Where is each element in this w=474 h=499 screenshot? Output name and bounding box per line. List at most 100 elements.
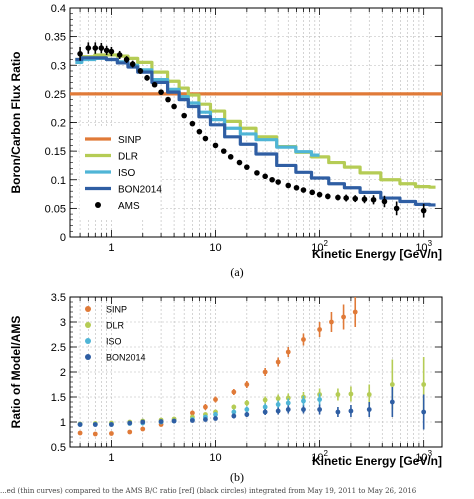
panel-b-point-sinp [109,431,114,436]
panel-a-point-ams [285,182,292,189]
panel-b-point-bon2014 [421,409,427,415]
panel-b-point-dlr [335,392,341,397]
panel-b-point-dlr [366,392,372,397]
panel-a-point-ams [361,196,368,203]
panel-a-x-tick-label: 102 [311,239,328,254]
panel-b-y-tick-label: 1 [60,417,66,429]
panel-b-point-bon2014 [348,408,354,414]
panel-b-y-axis-title: Ratio of Model/AMS [9,316,23,429]
panel-b-y-tick-label: 1.5 [51,392,66,404]
panel-a-point-ams [370,196,377,203]
panel-b-point-dlr [421,382,427,387]
panel-b-x-tick-label: 1 [108,452,114,464]
panel-b-point-sinp [92,431,98,437]
panel-a-point-ams [381,198,388,205]
panel-b-legend-marker-sinp [85,306,91,312]
panel-a-point-ams [151,81,158,88]
panel-a-y-tick-label: 0.05 [45,203,66,215]
panel-a-point-ams [108,48,115,55]
panel-a-legend-label-ams: AMS [118,201,140,212]
panel-b-point-iso [275,402,281,407]
panel-a-point-ams [254,170,260,176]
panel-b-point-bon2014 [140,419,146,425]
panel-a-y-tick-label: 0.4 [51,3,66,15]
panel-a-point-ams [137,68,144,74]
panel-a-point-ams [202,135,209,142]
panel-a-y-tick-label: 0.1 [51,175,66,187]
panel-a-point-ams [420,207,427,214]
panel-a-point-ams [189,120,196,127]
panel-b-point-sinp [285,349,291,355]
panel-b-plot-area [77,297,427,437]
panel-b-point-bon2014 [127,420,133,426]
panel-a-y-tick-label: 0.35 [45,32,66,44]
panel-b-point-dlr [389,382,395,387]
panel-b-legend-marker-iso [85,338,91,344]
panel-b-point-sinp [127,429,133,435]
panel-a-y-tick-label: 0.2 [51,118,66,130]
panel-a-legend-label-sinp: SINP [118,135,142,146]
panel-b-point-sinp [352,309,358,315]
panel-b-x-axis-title: Kinetic Energy [GeV/n] [312,454,442,468]
panel-b-point-bon2014 [213,416,218,421]
panel-a-point-ams [269,176,275,183]
panel-a-point-ams [316,191,323,198]
panel-a-legend-marker-ams [95,202,101,208]
panel-b-frame [69,296,443,448]
panel-b-point-bon2014 [244,412,250,417]
panel-a-point-ams [325,193,331,200]
panel-b-point-bon2014 [366,407,372,412]
panel-a-x-tick-label: 10 [209,242,221,254]
panel-a-point-ams [165,96,171,103]
panel-b-x-tick-label: 103 [415,449,432,464]
panel-a-x-tick-label: 103 [415,239,432,254]
panel-a-point-ams [262,173,268,180]
panel-b-point-dlr [262,397,268,403]
panel-b-point-iso [231,409,237,415]
panel-b-y-tick-label: 3.5 [51,292,66,304]
panel-a-point-ams [77,51,83,57]
panel-b-point-bon2014 [92,422,98,427]
panel-b-x-tick-label: 10 [209,452,221,464]
panel-b-point-sinp [329,319,334,325]
panel-b-point-iso [244,407,250,412]
panel-b-point-dlr [348,391,354,397]
panel-b-point-sinp [77,430,83,436]
figure-caption: ...ed (thin curves) compared to the AMS … [0,487,417,495]
panel-b-point-bon2014 [77,422,83,427]
panel-b-point-sinp [190,410,195,416]
panel-a-point-ams [116,52,123,58]
panel-b-legend-marker-bon2014 [85,354,91,360]
panel-a-point-ams [300,187,307,193]
panel-a-legend-label-dlr: DLR [118,152,138,163]
panel-a-series-bon2014 [75,56,436,207]
panel-a-point-ams [123,56,130,63]
panel-a-point-ams [293,184,300,191]
panel-b-point-bon2014 [317,407,322,412]
panel-a-x-axis-title: Kinetic Energy [GeV/n] [312,247,442,261]
panel-a-point-ams [196,128,203,135]
panel-a-point-ams [181,112,187,119]
panel-b-point-bon2014 [335,409,341,415]
panel-b-point-bon2014 [109,422,114,427]
panel-a-point-ams [393,205,400,212]
panel-b-point-sinp [231,389,237,395]
panel-a-point-ams [244,164,250,170]
panel-a-point-ams [352,195,359,202]
panel-a-point-ams [227,154,234,160]
panel-b-point-bon2014 [190,418,195,423]
panel-a-frame [69,7,443,238]
panel-b-legend-label-sinp: SINP [106,305,127,315]
panel-a-point-ams [98,45,105,51]
panel-b-point-dlr [244,400,250,406]
panel-a-point-ams [92,45,99,51]
panel-a-point-ams [335,194,341,201]
panel-b-point-sinp [244,382,250,387]
panel-b-point-bon2014 [262,409,268,415]
panel-b-point-dlr [285,395,291,401]
panel-a-y-tick-label: 0.25 [45,89,66,101]
panel-a-point-ams [129,61,136,67]
panel-a-point-ams [144,75,150,81]
panel-a-point-ams [212,142,219,149]
panel-b-point-bon2014 [158,419,164,424]
